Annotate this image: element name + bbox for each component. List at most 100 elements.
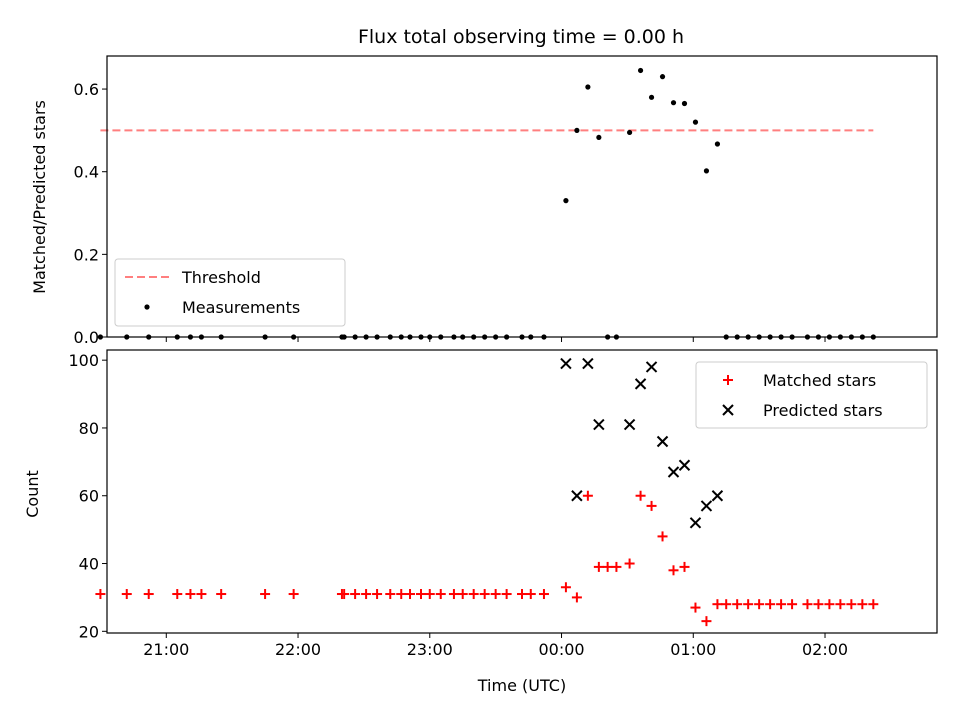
matched-star-point	[216, 589, 227, 600]
matched-star-point	[846, 599, 857, 610]
matched-star-point	[646, 500, 657, 511]
matched-star-point	[868, 599, 879, 610]
ratio-y-axis-label: Matched/Predicted stars	[30, 100, 49, 294]
count-plot-frame	[106, 349, 938, 634]
matched-star-point	[560, 582, 571, 593]
measurement-point	[626, 129, 633, 136]
y-tick-label: 80	[79, 419, 99, 438]
matched-star-point	[95, 589, 106, 600]
matched-star-point	[396, 589, 407, 600]
x-axis-label: Time (UTC)	[477, 676, 566, 695]
matched-star-point	[657, 531, 668, 542]
matched-star-point	[787, 599, 798, 610]
y-tick-label: 40	[79, 555, 99, 574]
matched-star-point	[721, 599, 732, 610]
legend-predicted-swatch	[722, 404, 734, 416]
matched-star-point	[582, 490, 593, 501]
matched-star-point	[765, 599, 776, 610]
legend-label: Measurements	[182, 298, 300, 317]
y-tick-label: 20	[79, 622, 99, 641]
predicted-star-point	[593, 418, 605, 431]
legend-box	[695, 361, 928, 429]
matched-star-point	[679, 561, 690, 572]
ratio-panel: Flux total observing time = 0.00 h Match…	[30, 26, 938, 347]
measurement-point	[574, 127, 580, 133]
matched-star-point	[743, 599, 754, 610]
matched-star-point	[802, 599, 813, 610]
x-tick-label: 22:00	[275, 640, 321, 659]
measurement-point	[648, 94, 655, 100]
matched-star-point	[424, 589, 435, 600]
count-panel: Count Time (UTC) 21:00 22:00 23:00 00:00 01:…	[23, 349, 938, 695]
matched-star-point	[372, 589, 383, 600]
matched-star-point	[602, 561, 613, 572]
measurement-point	[714, 141, 721, 147]
legend-label: Matched stars	[763, 371, 876, 390]
ratio-legend: Threshold Measurements	[114, 258, 346, 327]
x-tick-label: 21:00	[143, 640, 189, 659]
matched-star-point	[479, 589, 490, 600]
measurement-point	[659, 74, 666, 80]
matched-star-point	[361, 589, 372, 600]
y-tick-label: 0.2	[74, 245, 99, 264]
matched-star-point	[415, 589, 426, 600]
predicted-star-point	[582, 357, 594, 370]
y-tick-label: 0.6	[74, 80, 99, 99]
matched-star-point	[196, 589, 207, 600]
matched-star-point	[538, 589, 549, 600]
predicted-star-point	[560, 357, 572, 370]
measurement-point	[596, 134, 602, 141]
matched-star-point	[824, 599, 835, 610]
predicted-star-point	[711, 490, 724, 502]
matched-star-point	[857, 599, 868, 610]
predicted-star-point	[700, 500, 713, 512]
matched-star-point	[754, 599, 765, 610]
legend-label: Predicted stars	[763, 401, 883, 420]
matched-star-point	[185, 589, 196, 600]
chart-title: Flux total observing time = 0.00 h	[358, 26, 684, 48]
x-tick-label: 01:00	[670, 640, 716, 659]
matched-star-point	[813, 599, 824, 610]
matched-star-point	[448, 589, 459, 600]
matched-star-point	[435, 589, 446, 600]
matched-star-point	[611, 561, 622, 572]
measurement-point	[703, 168, 710, 174]
x-tick-label: 00:00	[538, 640, 584, 659]
predicted-star-point	[571, 490, 583, 502]
matched-star-point	[350, 589, 361, 600]
matched-star-point	[457, 589, 468, 600]
y-tick-label: 100	[68, 351, 99, 370]
ratio-plot-frame	[106, 55, 938, 338]
legend-label: Threshold	[181, 268, 261, 287]
y-tick-label: 0.4	[74, 163, 99, 182]
matched-star-point	[468, 589, 479, 600]
matched-star-point	[339, 589, 350, 600]
measurement-point	[692, 119, 699, 125]
legend-measurement-swatch	[144, 304, 150, 310]
count-legend: Matched stars Predicted stars	[695, 361, 928, 429]
matched-star-point	[571, 592, 582, 603]
matched-star-point	[260, 589, 271, 600]
matched-star-point	[490, 589, 501, 600]
measurement-point	[563, 198, 569, 204]
matched-star-point	[776, 599, 787, 610]
matched-star-point	[635, 490, 646, 501]
measurement-point	[637, 67, 644, 74]
y-tick-label: 60	[79, 487, 99, 506]
matched-star-point	[525, 589, 536, 600]
matched-star-point	[668, 565, 679, 576]
matched-star-point	[405, 589, 416, 600]
matched-star-point	[835, 599, 846, 610]
matched-star-point	[593, 561, 604, 572]
measurement-point	[681, 100, 688, 107]
matched-star-point	[624, 558, 635, 569]
predicted-star-point	[656, 435, 669, 448]
predicted-star-point	[634, 378, 647, 390]
legend-matched-swatch	[723, 375, 733, 385]
measurement-point	[670, 100, 677, 106]
matched-star-point	[143, 589, 154, 600]
predicted-star-point	[678, 459, 691, 471]
count-y-axis-label: Count	[23, 470, 42, 518]
